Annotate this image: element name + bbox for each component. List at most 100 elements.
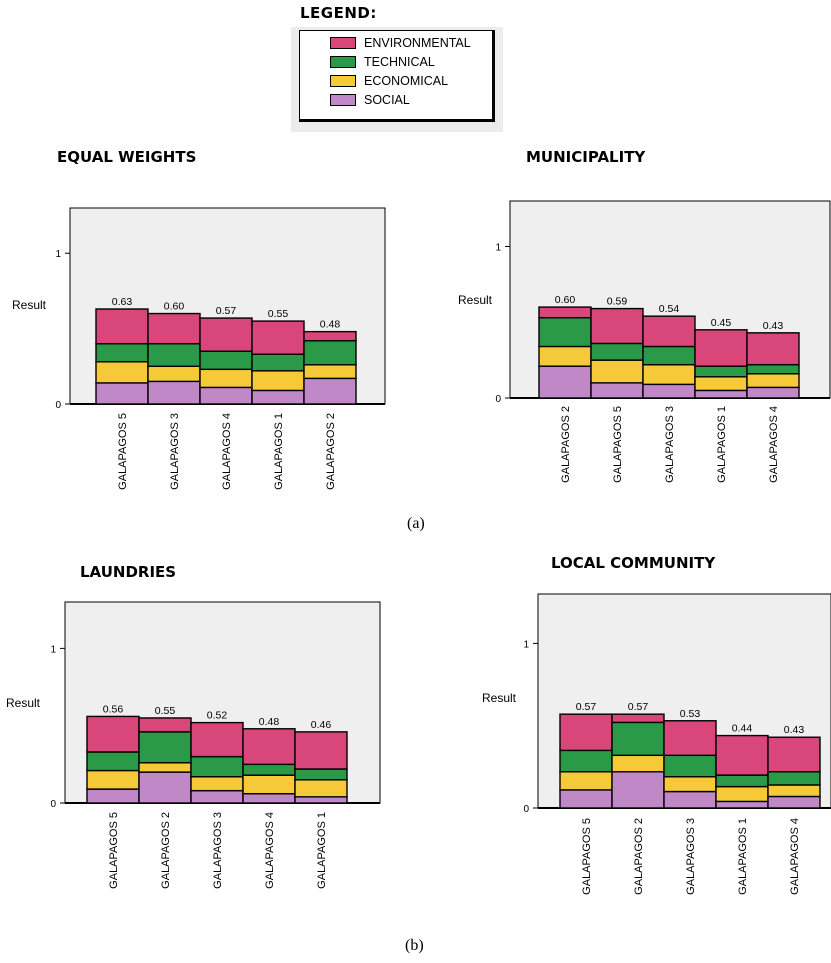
category-label: GALAPAGOS 5 xyxy=(117,413,129,490)
bar-segment-environmental xyxy=(663,720,717,757)
legend: ENVIRONMENTAL TECHNICAL ECONOMICAL SOCIA… xyxy=(291,27,503,132)
bar-segment-environmental xyxy=(642,315,696,348)
bar-segment-environmental xyxy=(190,721,244,758)
category-label: GALAPAGOS 4 xyxy=(768,406,780,483)
bar-total-label: 0.48 xyxy=(259,716,280,728)
category-label: GALAPAGOS 4 xyxy=(264,812,276,889)
bar-segment-social xyxy=(138,771,192,804)
bar-total-label: 0.54 xyxy=(659,303,680,315)
y-tick-label: 0 xyxy=(523,804,529,815)
bar-segment-environmental xyxy=(767,736,821,773)
y-tick-label: 0 xyxy=(55,400,61,411)
bar-segment-social xyxy=(715,800,769,809)
chart-title-laundries: LAUNDRIES xyxy=(80,563,177,581)
bar-segment-environmental xyxy=(694,329,748,367)
bar-segment-technical xyxy=(138,731,192,764)
bar-segment-social xyxy=(538,365,592,399)
bar-segment-technical xyxy=(611,721,665,757)
legend-swatch-technical xyxy=(330,56,356,68)
category-label: GALAPAGOS 4 xyxy=(221,413,233,490)
category-label: GALAPAGOS 3 xyxy=(664,406,676,483)
legend-item-environmental: ENVIRONMENTAL xyxy=(330,35,471,51)
bar-segment-economical xyxy=(663,776,717,793)
legend-title: LEGEND: xyxy=(300,4,377,22)
bar-segment-technical xyxy=(767,771,821,786)
bar-total-label: 0.56 xyxy=(103,703,124,715)
category-label: GALAPAGOS 2 xyxy=(633,818,645,895)
caption-a: (a) xyxy=(407,515,425,532)
legend-label: ENVIRONMENTAL xyxy=(364,36,471,50)
y-tick-label: 0 xyxy=(50,799,56,810)
bar-total-label: 0.52 xyxy=(207,710,228,722)
y-tick-label: 1 xyxy=(523,639,529,650)
bar-total-label: 0.44 xyxy=(732,723,753,735)
legend-label: SOCIAL xyxy=(364,93,410,107)
y-axis-label: Result xyxy=(458,293,493,307)
bar-segment-technical xyxy=(663,754,717,778)
bar-segment-social xyxy=(559,789,613,809)
bar-segment-social xyxy=(767,795,821,809)
bar-total-label: 0.60 xyxy=(555,294,576,306)
category-label: GALAPAGOS 2 xyxy=(325,413,337,490)
bar-segment-environmental xyxy=(86,715,140,753)
bar-segment-environmental xyxy=(746,332,800,366)
bar-segment-environmental xyxy=(95,308,149,345)
category-label: GALAPAGOS 3 xyxy=(685,818,697,895)
bar-total-label: 0.43 xyxy=(784,724,805,736)
bar-segment-environmental xyxy=(294,731,348,770)
legend-label: TECHNICAL xyxy=(364,55,435,69)
bar-total-label: 0.43 xyxy=(763,320,784,332)
legend-item-social: SOCIAL xyxy=(330,92,410,108)
bar-total-label: 0.63 xyxy=(112,296,133,308)
bar-segment-environmental xyxy=(147,312,201,345)
y-tick-label: 1 xyxy=(55,249,61,260)
bar-segment-social xyxy=(663,790,717,809)
legend-swatch-environmental xyxy=(330,37,356,49)
category-label: GALAPAGOS 4 xyxy=(789,818,801,895)
bar-segment-environmental xyxy=(611,713,665,724)
legend-swatch-social xyxy=(330,94,356,106)
bar-total-label: 0.59 xyxy=(607,296,628,308)
bar-segment-economical xyxy=(715,785,769,803)
y-tick-label: 1 xyxy=(495,242,501,253)
bar-segment-economical xyxy=(767,784,821,798)
bar-segment-social xyxy=(611,771,665,809)
chart-title-local-community: LOCAL COMMUNITY xyxy=(551,554,716,572)
bar-segment-environmental xyxy=(303,330,357,342)
category-label: GALAPAGOS 3 xyxy=(169,413,181,490)
bar-total-label: 0.48 xyxy=(320,319,341,331)
bar-segment-economical xyxy=(559,771,613,791)
category-label: GALAPAGOS 5 xyxy=(581,818,593,895)
legend-swatch-economical xyxy=(330,75,356,87)
bar-total-label: 0.55 xyxy=(155,705,176,717)
bar-total-label: 0.55 xyxy=(268,308,289,320)
y-axis-label: Result xyxy=(482,691,517,705)
bar-total-label: 0.57 xyxy=(576,701,597,713)
bar-total-label: 0.53 xyxy=(680,708,701,720)
bar-segment-technical xyxy=(303,339,357,366)
category-label: GALAPAGOS 2 xyxy=(560,406,572,483)
bar-segment-technical xyxy=(538,316,592,348)
caption-b: (b) xyxy=(405,937,424,954)
category-label: GALAPAGOS 1 xyxy=(316,812,328,889)
bar-segment-environmental xyxy=(590,307,644,345)
category-label: GALAPAGOS 5 xyxy=(612,406,624,483)
bar-segment-environmental xyxy=(199,317,253,352)
y-axis-label: Result xyxy=(12,298,47,312)
bar-total-label: 0.60 xyxy=(164,301,185,313)
bar-segment-social xyxy=(303,377,357,405)
bar-segment-environmental xyxy=(715,734,769,776)
category-label: GALAPAGOS 1 xyxy=(737,818,749,895)
bar-total-label: 0.57 xyxy=(216,305,237,317)
legend-item-economical: ECONOMICAL xyxy=(330,73,448,89)
legend-item-technical: TECHNICAL xyxy=(330,54,435,70)
bar-segment-environmental xyxy=(251,320,305,355)
bar-segment-technical xyxy=(715,774,769,788)
y-tick-label: 1 xyxy=(50,644,56,655)
legend-label: ECONOMICAL xyxy=(364,74,449,88)
chart-title-equal-weights: EQUAL WEIGHTS xyxy=(57,148,197,166)
bar-total-label: 0.46 xyxy=(311,719,332,731)
